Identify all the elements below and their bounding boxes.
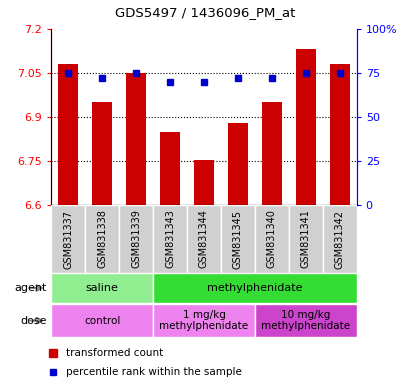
Text: GSM831338: GSM831338 — [97, 210, 107, 268]
Text: GSM831345: GSM831345 — [232, 210, 242, 268]
Bar — [322, 205, 356, 273]
Bar — [261, 103, 281, 205]
Text: dose: dose — [20, 316, 47, 326]
Text: control: control — [84, 316, 120, 326]
Bar — [254, 304, 356, 337]
Text: GSM831344: GSM831344 — [198, 210, 209, 268]
Text: GDS5497 / 1436096_PM_at: GDS5497 / 1436096_PM_at — [115, 6, 294, 19]
Text: percentile rank within the sample: percentile rank within the sample — [65, 367, 241, 377]
Text: GSM831342: GSM831342 — [334, 210, 344, 268]
Text: GSM831340: GSM831340 — [266, 210, 276, 268]
Bar — [58, 64, 78, 205]
Text: 10 mg/kg
methylphenidate: 10 mg/kg methylphenidate — [261, 310, 350, 331]
Text: transformed count: transformed count — [65, 348, 162, 358]
Bar — [160, 132, 180, 205]
Text: GSM831343: GSM831343 — [165, 210, 175, 268]
Bar — [295, 50, 315, 205]
Bar — [329, 64, 349, 205]
Bar — [288, 205, 322, 273]
Bar — [119, 205, 153, 273]
Bar — [51, 304, 153, 337]
Bar — [153, 273, 356, 303]
Bar — [92, 103, 112, 205]
Bar — [126, 73, 146, 205]
Text: GSM831339: GSM831339 — [131, 210, 141, 268]
Text: agent: agent — [15, 283, 47, 293]
Bar — [51, 273, 153, 303]
Text: methylphenidate: methylphenidate — [207, 283, 302, 293]
Text: 1 mg/kg
methylphenidate: 1 mg/kg methylphenidate — [159, 310, 248, 331]
Bar — [153, 205, 187, 273]
Bar — [227, 123, 247, 205]
Bar — [193, 160, 213, 205]
Bar — [220, 205, 254, 273]
Bar — [153, 304, 254, 337]
Text: saline: saline — [85, 283, 118, 293]
Text: GSM831341: GSM831341 — [300, 210, 310, 268]
Bar — [51, 205, 85, 273]
Bar — [85, 205, 119, 273]
Bar — [254, 205, 288, 273]
Bar — [187, 205, 220, 273]
Text: GSM831337: GSM831337 — [63, 210, 73, 268]
